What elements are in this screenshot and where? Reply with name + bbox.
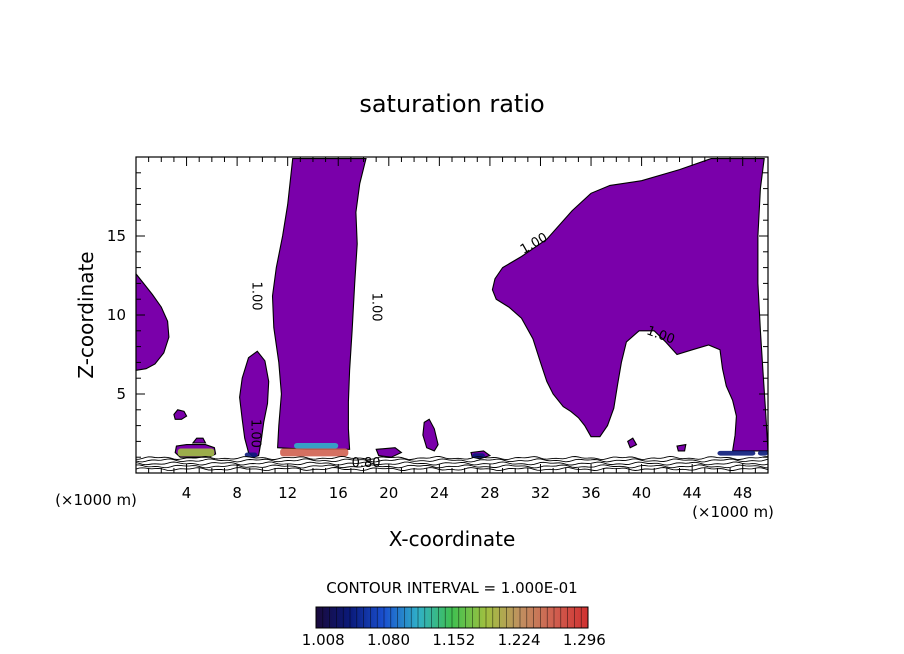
x-tick-label-28: 28 bbox=[480, 484, 499, 502]
x-tick-label-12: 12 bbox=[278, 484, 297, 502]
colorbar-tick-labels: 1.008 1.080 1.152 1.224 1.296 bbox=[302, 631, 606, 649]
hotspot-0 bbox=[177, 448, 215, 457]
region-blob-x20 bbox=[375, 447, 403, 458]
low-contour-line-1 bbox=[136, 464, 769, 469]
contour-label-4: 1.00 bbox=[247, 419, 262, 448]
region-small-plume-x9 bbox=[239, 350, 270, 458]
colorbar-frame bbox=[315, 606, 589, 629]
x-tick-label-20: 20 bbox=[379, 484, 398, 502]
x-tick-label-36: 36 bbox=[581, 484, 600, 502]
region-blob-x43 bbox=[676, 443, 687, 452]
colorbar-tick-1.224: 1.224 bbox=[498, 631, 541, 649]
contour-fill-layer bbox=[135, 158, 769, 460]
hotspot-4 bbox=[717, 450, 756, 456]
region-blob-x23 bbox=[422, 418, 439, 452]
region-central-plume bbox=[271, 158, 367, 450]
x-tick-label-24: 24 bbox=[430, 484, 449, 502]
x-tick-label-4: 4 bbox=[182, 484, 192, 502]
low-contour-line-2 bbox=[135, 461, 769, 466]
axis-ticks bbox=[136, 157, 768, 473]
hotspot-1 bbox=[280, 448, 349, 457]
y-tick-label-15: 15 bbox=[107, 227, 126, 245]
colorbar-divisions bbox=[322, 607, 582, 628]
x-tick-label-40: 40 bbox=[632, 484, 651, 502]
contour-label-0: 1.00 bbox=[249, 282, 264, 311]
contour-label-5: 0.80 bbox=[352, 456, 381, 471]
contour-interval-label: CONTOUR INTERVAL = 1.000E-01 bbox=[326, 579, 577, 597]
contour-label-1: 1.00 bbox=[369, 293, 384, 322]
hotspot-3 bbox=[244, 452, 258, 458]
chart-title: saturation ratio bbox=[359, 90, 544, 118]
x-tick-label-8: 8 bbox=[232, 484, 242, 502]
region-right-plume bbox=[491, 158, 769, 452]
x-tick-label-48: 48 bbox=[733, 484, 752, 502]
low-contour-line-4 bbox=[135, 455, 769, 461]
x-unit-label-left: (×1000 m) bbox=[55, 491, 137, 509]
x-unit-label-right: (×1000 m) bbox=[692, 503, 774, 521]
x-tick-label-32: 32 bbox=[531, 484, 550, 502]
hotspot-2 bbox=[294, 442, 339, 449]
low-contour-line-3 bbox=[135, 458, 769, 463]
region-blob-x39 bbox=[627, 437, 638, 449]
x-axis-title: X-coordinate bbox=[389, 527, 516, 551]
colorbar-tick-1.080: 1.080 bbox=[367, 631, 410, 649]
y-tick-label-5: 5 bbox=[116, 385, 126, 403]
x-tick-label-16: 16 bbox=[329, 484, 348, 502]
region-left-edge-plume bbox=[135, 272, 170, 371]
x-tick-label-44: 44 bbox=[683, 484, 702, 502]
colorbar-tick-1.296: 1.296 bbox=[563, 631, 606, 649]
colorbar-tick-1.008: 1.008 bbox=[302, 631, 345, 649]
region-blob-x3 bbox=[173, 409, 188, 420]
y-tick-label-10: 10 bbox=[107, 306, 126, 324]
y-axis-title: Z-coordinate bbox=[74, 251, 98, 378]
colorbar-tick-1.152: 1.152 bbox=[432, 631, 475, 649]
region-blob-x4-top bbox=[191, 437, 207, 444]
hotspot-5 bbox=[757, 450, 768, 456]
